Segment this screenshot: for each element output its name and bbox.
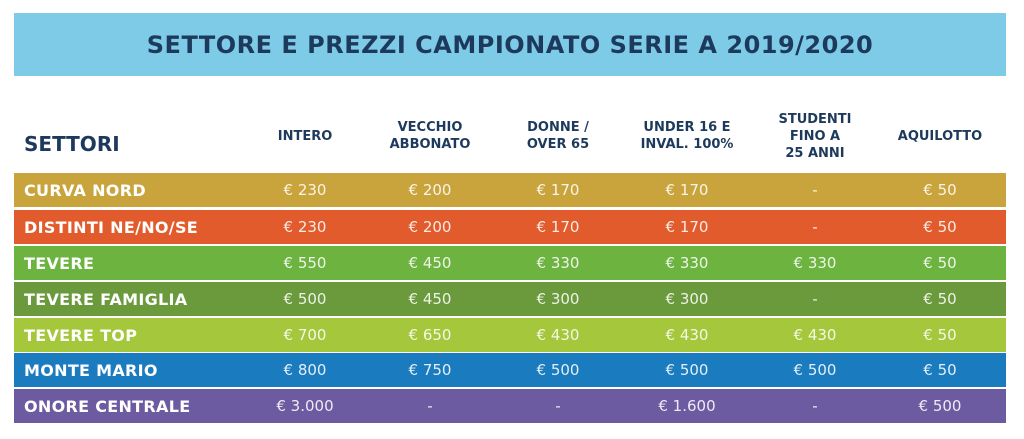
title-bar: SETTORE E PREZZI CAMPIONATO SERIE A 2019… [14,13,1006,76]
sector-name: TEVERE [24,253,95,273]
price-cell: € 430 [665,326,709,344]
price-cell: € 500 [793,361,837,379]
price-cell: € 700 [283,326,327,344]
column-header: UNDER 16 E INVAL. 100% [640,120,734,152]
sector-name: CURVA NORD [24,180,146,200]
table-row: MONTE MARIO € 800 € 750 € 500 € 500 € 500 € 50 [14,353,1006,387]
price-cell: € 50 [923,181,957,199]
price-cell: € 430 [536,326,580,344]
table-row: DISTINTI NE/NO/SE € 230 € 200 € 170 € 170 - € … [14,210,1006,244]
price-cell: € 500 [536,361,580,379]
table-row: TEVERE TOP € 700 € 650 € 430 € 430 € 430 € 50 [14,318,1006,352]
price-cell: € 330 [536,254,580,272]
price-cell: € 170 [665,181,709,199]
column-header: DONNE / OVER 65 [526,120,590,152]
table-row: ONORE CENTRALE € 3.000 - - € 1.600 - € 500 [14,389,1006,423]
sector-name: TEVERE TOP [24,325,138,345]
sector-name: TEVERE FAMIGLIA [24,289,188,309]
sector-name: MONTE MARIO [24,360,158,380]
column-header: SETTORI [24,132,120,156]
table-row: TEVERE FAMIGLIA € 500 € 450 € 300 € 300 - € 50 [14,282,1006,316]
price-cell: - [812,290,818,308]
table-row: CURVA NORD € 230 € 200 € 170 € 170 - € 50 [14,173,1006,207]
table-row: TEVERE € 550 € 450 € 330 € 330 € 330 € 50 [14,246,1006,280]
price-cell: - [812,397,818,415]
price-cell: € 50 [923,290,957,308]
price-cell: € 50 [923,361,957,379]
price-cell: € 500 [283,290,327,308]
price-cell: € 300 [536,290,580,308]
price-cell: € 170 [536,181,580,199]
price-cell: € 430 [793,326,837,344]
price-cell: - [812,181,818,199]
column-header: INTERO [277,128,333,144]
price-cell: € 450 [408,290,452,308]
sector-name: DISTINTI NE/NO/SE [24,217,199,237]
price-cell: € 170 [665,218,709,236]
price-cell: € 230 [283,181,327,199]
column-header: STUDENTI FINO A 25 ANNI [778,111,852,161]
price-cell: € 750 [408,361,452,379]
price-cell: € 300 [665,290,709,308]
price-cell: € 550 [283,254,327,272]
price-cell: - [555,397,561,415]
price-cell: € 50 [923,254,957,272]
price-cell: € 650 [408,326,452,344]
price-cell: - [812,218,818,236]
price-cell: € 330 [793,254,837,272]
column-header: VECCHIO ABBONATO [389,120,471,152]
column-header: AQUILOTTO [897,128,983,144]
price-cell: € 3.000 [276,397,334,415]
price-cell: € 500 [918,397,962,415]
price-cell: € 330 [665,254,709,272]
price-cell: € 230 [283,218,327,236]
price-cell: € 200 [408,218,452,236]
price-cell: € 1.600 [658,397,716,415]
price-cell: - [427,397,433,415]
price-cell: € 50 [923,326,957,344]
price-cell: € 50 [923,218,957,236]
title: SETTORE E PREZZI CAMPIONATO SERIE A 2019… [146,30,874,59]
price-cell: € 450 [408,254,452,272]
price-cell: € 200 [408,181,452,199]
sector-name: ONORE CENTRALE [24,396,191,416]
price-cell: € 170 [536,218,580,236]
price-cell: € 800 [283,361,327,379]
price-cell: € 500 [665,361,709,379]
